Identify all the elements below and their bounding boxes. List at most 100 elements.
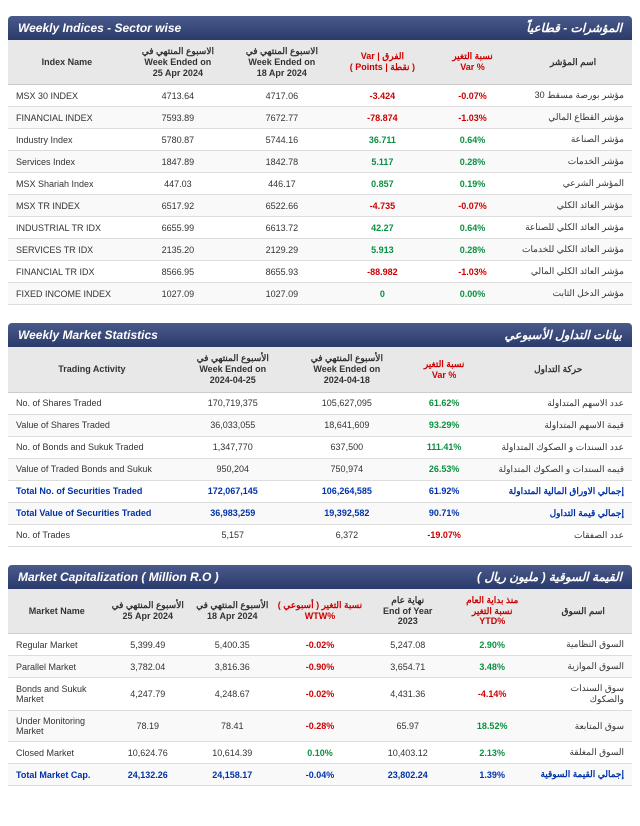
cell-activity: Total Value of Securities Traded bbox=[8, 502, 176, 524]
cell-var-pct: -0.07% bbox=[431, 85, 514, 107]
col-activity-ar: حركة التداول bbox=[484, 347, 632, 392]
market-row: Parallel Market3,782.043,816.36-0.90%3,6… bbox=[8, 656, 632, 678]
cell-w2: 5,400.35 bbox=[190, 634, 274, 656]
cell-var-pts: -88.982 bbox=[334, 261, 431, 283]
col-activity: Trading Activity bbox=[8, 347, 176, 392]
cell-w2: 78.41 bbox=[190, 711, 274, 742]
cell-w1: 6655.99 bbox=[126, 217, 230, 239]
index-row: MSX 30 INDEX4713.644717.06-3.424-0.07%مؤ… bbox=[8, 85, 632, 107]
cell-var-pts: 0.857 bbox=[334, 173, 431, 195]
cell-w2: 3,816.36 bbox=[190, 656, 274, 678]
market-row: Total Market Cap.24,132.2624,158.17-0.04… bbox=[8, 764, 632, 786]
cell-var: 61.62% bbox=[404, 392, 485, 414]
cell-var: 61.92% bbox=[404, 480, 485, 502]
cell-activity: No. of Trades bbox=[8, 524, 176, 546]
cell-w2: 4,248.67 bbox=[190, 678, 274, 711]
col-ytd: منذ بداية العام نسبة التغير YTD% bbox=[450, 589, 534, 634]
market-cap-table: Market Name الأسبوع المنتهي في 25 Apr 20… bbox=[8, 589, 632, 786]
cell-w2: 1027.09 bbox=[230, 283, 334, 305]
cell-eoy: 65.97 bbox=[365, 711, 449, 742]
cell-activity: Value of Shares Traded bbox=[8, 414, 176, 436]
index-row: MSX TR INDEX6517.926522.66-4.735-0.07%مؤ… bbox=[8, 195, 632, 217]
cell-var-pts: 42.27 bbox=[334, 217, 431, 239]
cell-var-pts: 5.117 bbox=[334, 151, 431, 173]
cell-w1: 447.03 bbox=[126, 173, 230, 195]
index-row: INDUSTRIAL TR IDX6655.996613.7242.270.64… bbox=[8, 217, 632, 239]
cell-w1: 4,247.79 bbox=[106, 678, 190, 711]
cell-w2: 6613.72 bbox=[230, 217, 334, 239]
cell-eoy: 23,802.24 bbox=[365, 764, 449, 786]
cell-w1: 1027.09 bbox=[126, 283, 230, 305]
cell-ytd: 2.90% bbox=[450, 634, 534, 656]
cell-w2: 106,264,585 bbox=[290, 480, 404, 502]
col-s2-w2: الأسبوع المنتهي في Week Ended on 2024-04… bbox=[290, 347, 404, 392]
col-var-pct: نسبة التغير Var % bbox=[431, 40, 514, 85]
col-s2-w1: الأسبوع المنتهي في Week Ended on 2024-04… bbox=[176, 347, 290, 392]
cell-name-ar: مؤشر بورصة مسقط 30 bbox=[514, 85, 632, 107]
cell-var-pct: -1.03% bbox=[431, 107, 514, 129]
cell-eoy: 5,247.08 bbox=[365, 634, 449, 656]
cell-w1: 1,347,770 bbox=[176, 436, 290, 458]
section2-title-ar: بيانات التداول الأسبوعي bbox=[504, 328, 622, 342]
index-row: FINANCIAL INDEX7593.897672.77-78.874-1.0… bbox=[8, 107, 632, 129]
cell-var-pct: 0.19% bbox=[431, 173, 514, 195]
cell-w2: 4717.06 bbox=[230, 85, 334, 107]
stat-row: Total No. of Securities Traded172,067,14… bbox=[8, 480, 632, 502]
cell-w1: 950,204 bbox=[176, 458, 290, 480]
cell-w1: 7593.89 bbox=[126, 107, 230, 129]
market-stats-table: Trading Activity الأسبوع المنتهي في Week… bbox=[8, 347, 632, 546]
index-row: Industry Index5780.875744.1636.7110.64%م… bbox=[8, 129, 632, 151]
cell-w1: 5,399.49 bbox=[106, 634, 190, 656]
cell-market-ar: السوق الموازية bbox=[534, 656, 632, 678]
cell-wtw: 0.10% bbox=[274, 742, 365, 764]
cell-var-pts: -4.735 bbox=[334, 195, 431, 217]
cell-activity-ar: إجمالي الاوراق المالية المتداولة bbox=[484, 480, 632, 502]
cell-market-ar: سوق المتابعة bbox=[534, 711, 632, 742]
index-row: Services Index1847.891842.785.1170.28%مؤ… bbox=[8, 151, 632, 173]
cell-name-ar: مؤشر القطاع المالي bbox=[514, 107, 632, 129]
cell-name: MSX Shariah Index bbox=[8, 173, 126, 195]
cell-w2: 637,500 bbox=[290, 436, 404, 458]
cell-name: INDUSTRIAL TR IDX bbox=[8, 217, 126, 239]
cell-market: Under Monitoring Market bbox=[8, 711, 106, 742]
market-row: Under Monitoring Market78.1978.41-0.28%6… bbox=[8, 711, 632, 742]
stat-row: No. of Bonds and Sukuk Traded1,347,77063… bbox=[8, 436, 632, 458]
cell-wtw: -0.28% bbox=[274, 711, 365, 742]
col-index-name: Index Name bbox=[8, 40, 126, 85]
market-row: Bonds and Sukuk Market4,247.794,248.67-0… bbox=[8, 678, 632, 711]
cell-market-ar: السوق المغلقة bbox=[534, 742, 632, 764]
cell-w2: 5744.16 bbox=[230, 129, 334, 151]
index-row: MSX Shariah Index447.03446.170.8570.19%ا… bbox=[8, 173, 632, 195]
cell-var-pts: -78.874 bbox=[334, 107, 431, 129]
cell-wtw: -0.90% bbox=[274, 656, 365, 678]
cell-activity-ar: عدد الاسهم المتداولة bbox=[484, 392, 632, 414]
col-wtw: نسبة التغير ( أسبوعي ) WTW% bbox=[274, 589, 365, 634]
cell-w1: 172,067,145 bbox=[176, 480, 290, 502]
cell-var-pct: -0.07% bbox=[431, 195, 514, 217]
cell-name: FINANCIAL TR IDX bbox=[8, 261, 126, 283]
section1-title-ar: المؤشرات - قطاعياً bbox=[526, 21, 622, 35]
cell-var: -19.07% bbox=[404, 524, 485, 546]
index-row: FIXED INCOME INDEX1027.091027.0900.00%مؤ… bbox=[8, 283, 632, 305]
cell-name: MSX 30 INDEX bbox=[8, 85, 126, 107]
market-row: Regular Market5,399.495,400.35-0.02%5,24… bbox=[8, 634, 632, 656]
cell-market-ar: سوق السندات والصكوك bbox=[534, 678, 632, 711]
cell-w1: 4713.64 bbox=[126, 85, 230, 107]
cell-activity: No. of Bonds and Sukuk Traded bbox=[8, 436, 176, 458]
col-market: Market Name bbox=[8, 589, 106, 634]
col-eoy: نهاية عام End of Year 2023 bbox=[365, 589, 449, 634]
cell-var: 93.29% bbox=[404, 414, 485, 436]
cell-w2: 18,641,609 bbox=[290, 414, 404, 436]
cell-var-pct: 0.64% bbox=[431, 129, 514, 151]
cell-w2: 105,627,095 bbox=[290, 392, 404, 414]
cell-var-pts: 36.711 bbox=[334, 129, 431, 151]
cell-name: FINANCIAL INDEX bbox=[8, 107, 126, 129]
index-row: SERVICES TR IDX2135.202129.295.9130.28%م… bbox=[8, 239, 632, 261]
cell-activity-ar: عدد الصفقات bbox=[484, 524, 632, 546]
cell-name: FIXED INCOME INDEX bbox=[8, 283, 126, 305]
cell-name: MSX TR INDEX bbox=[8, 195, 126, 217]
cell-w1: 5780.87 bbox=[126, 129, 230, 151]
cell-w2: 8655.93 bbox=[230, 261, 334, 283]
cell-market: Parallel Market bbox=[8, 656, 106, 678]
cell-w2: 24,158.17 bbox=[190, 764, 274, 786]
